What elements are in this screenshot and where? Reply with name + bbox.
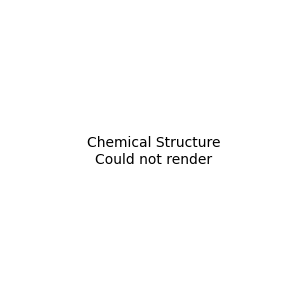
Text: Chemical Structure
Could not render: Chemical Structure Could not render — [87, 136, 220, 166]
